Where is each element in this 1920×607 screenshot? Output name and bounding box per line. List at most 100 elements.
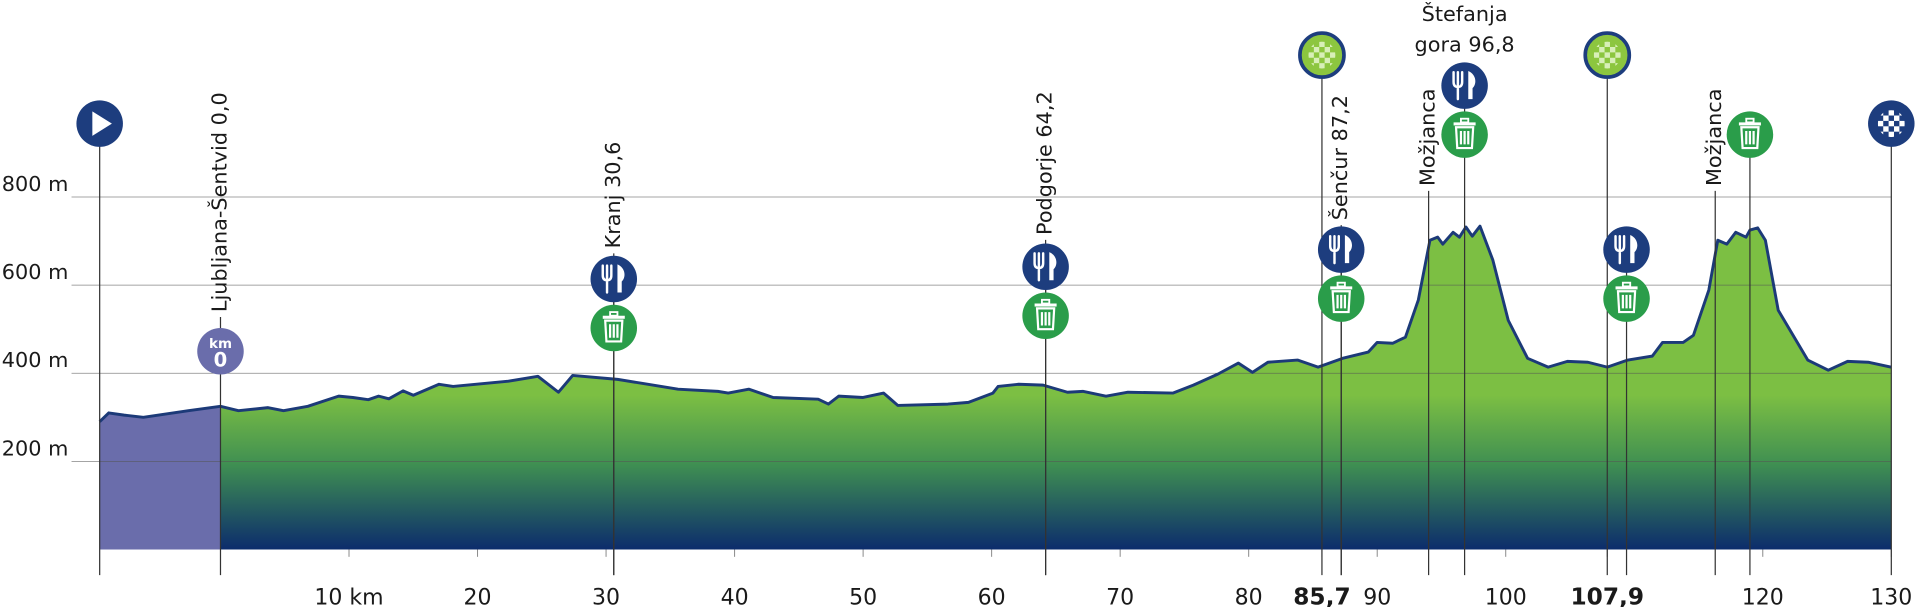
checker-square <box>1330 52 1336 58</box>
waste-icon <box>1603 275 1650 322</box>
checker-square <box>1609 46 1616 53</box>
place-label: Možjanca <box>1702 89 1726 186</box>
checker-square <box>1883 126 1889 132</box>
x-tick-label: 30 <box>592 586 620 607</box>
food-icon <box>1022 243 1069 291</box>
lid-handle <box>1041 298 1051 305</box>
bin <box>1454 126 1475 150</box>
checker-square <box>1893 115 1900 121</box>
sprint-icon <box>1583 31 1632 79</box>
lid-handle <box>609 311 619 317</box>
checker-square <box>1893 126 1900 132</box>
x-tick-label: 107,9 <box>1570 584 1644 607</box>
fork <box>601 264 613 294</box>
start-arrow <box>92 111 112 136</box>
knife <box>1344 234 1352 264</box>
x-tick-label: 100 <box>1485 586 1527 607</box>
checker-square <box>1888 131 1894 138</box>
sprint-icon <box>1298 31 1346 79</box>
waste-icon <box>1022 292 1069 339</box>
y-tick-label: 800 m <box>2 172 69 196</box>
checker-square <box>1593 52 1600 58</box>
lid <box>1738 122 1761 126</box>
checker-square <box>1308 52 1314 58</box>
food-icon <box>1317 226 1365 273</box>
summit-label: gora 96,8 <box>1415 32 1515 56</box>
icon-disc <box>1603 226 1650 273</box>
x-tick-label: 10 km <box>314 586 383 607</box>
place-label: Ljubljana-Šentvid 0,0 <box>206 92 231 312</box>
checker-square <box>1883 115 1889 121</box>
icon-disc <box>590 255 638 303</box>
checker-square <box>1604 41 1610 47</box>
knife <box>1630 234 1638 264</box>
x-tick-label: 40 <box>721 586 749 607</box>
bin <box>1035 307 1056 331</box>
x-tick-label: 130 <box>1870 586 1912 607</box>
summit-label: Štefanja <box>1422 1 1508 26</box>
y-tick-label: 400 m <box>2 348 69 372</box>
icon-disc <box>1441 62 1488 109</box>
checker-square <box>1324 57 1331 64</box>
fork <box>1033 252 1045 282</box>
checker-square <box>1609 57 1616 64</box>
km-marker-unit: km <box>209 337 232 352</box>
elevation-area <box>99 226 1892 550</box>
knife <box>1468 70 1476 100</box>
place-label: Podgorje 64,2 <box>1033 91 1057 235</box>
place-label: Kranj 30,6 <box>601 142 625 249</box>
x-tick-label: 20 <box>464 586 492 607</box>
lid <box>1453 122 1476 126</box>
km-marker-label: 0 <box>214 349 228 372</box>
bin <box>604 319 624 343</box>
food-icon <box>1603 226 1650 273</box>
x-tick-label: 85,7 <box>1293 584 1350 607</box>
knife <box>1049 252 1057 281</box>
lid-handle <box>1336 281 1346 288</box>
lid <box>1330 286 1353 290</box>
fork <box>1328 234 1340 265</box>
checker-square <box>1324 46 1331 53</box>
food-icon <box>590 255 638 303</box>
icon-disc <box>1317 226 1365 273</box>
x-tick-label: 70 <box>1106 586 1134 607</box>
lid <box>602 315 625 319</box>
checker-square <box>1615 52 1621 58</box>
waste-icon <box>1441 111 1488 158</box>
checker-square <box>1319 63 1325 69</box>
waste-icon <box>1726 111 1774 158</box>
x-tick-label: 60 <box>978 586 1006 607</box>
waste-icon <box>1317 275 1365 322</box>
start-icon <box>76 100 123 147</box>
km-marker: km0 <box>197 327 244 375</box>
waste-icon <box>590 304 638 352</box>
lid <box>1034 303 1057 307</box>
checker-square <box>1888 110 1894 116</box>
checker-square <box>1604 52 1610 58</box>
checker-square <box>1899 120 1905 127</box>
lid-handle <box>1745 117 1755 124</box>
checker-square <box>1319 52 1325 58</box>
checker-square <box>1877 120 1884 127</box>
bin <box>1616 290 1637 314</box>
icon-disc <box>1022 243 1069 291</box>
checker-square <box>1599 46 1605 53</box>
knife <box>617 264 625 293</box>
x-tick-label: 120 <box>1742 586 1784 607</box>
checker-square <box>1888 120 1894 127</box>
checker-square <box>1319 41 1325 47</box>
neutral-zone <box>99 226 221 550</box>
food-icon <box>1441 62 1488 109</box>
elevation-line <box>98 224 1892 423</box>
fork <box>1614 234 1626 265</box>
lid-handle <box>1621 281 1632 288</box>
place-label: Šenčur 87,2 <box>1327 95 1352 220</box>
checker-square <box>1604 63 1610 69</box>
finish-icon <box>1868 100 1915 147</box>
place-label: Možjanca <box>1416 89 1440 186</box>
lid <box>1615 286 1638 290</box>
x-tick-label: 50 <box>849 586 877 607</box>
fork <box>1452 70 1464 101</box>
checker-square <box>1313 57 1320 64</box>
